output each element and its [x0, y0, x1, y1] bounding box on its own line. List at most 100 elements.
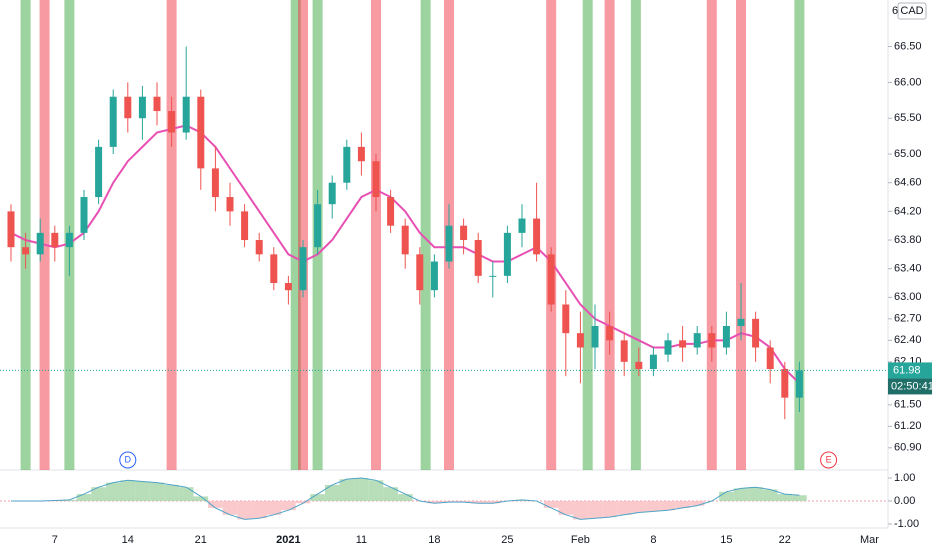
osc-bar	[135, 481, 150, 501]
y-tick-label: 62.70	[894, 313, 922, 325]
y-tick-label: 63.00	[894, 291, 922, 303]
candle-body	[299, 247, 307, 291]
candle-body	[562, 304, 570, 334]
candle-body	[36, 232, 44, 255]
osc-bar	[602, 501, 617, 518]
osc-bar	[281, 501, 296, 511]
candle-body	[430, 261, 438, 291]
osc-bar	[456, 501, 471, 503]
osc-bar	[120, 480, 136, 501]
countdown: 02:50:41	[891, 380, 932, 392]
x-tick-label: 22	[779, 534, 791, 546]
countdown-tag	[888, 378, 932, 395]
sell-band	[736, 0, 746, 470]
x-tick-label: Feb	[571, 534, 590, 546]
osc-bar	[558, 501, 574, 515]
osc-bar	[441, 501, 457, 503]
candle-body	[387, 197, 395, 226]
osc-tick-label: 1.00	[894, 472, 915, 484]
candle-body	[795, 370, 803, 398]
x-tick-label: 15	[720, 534, 732, 546]
candle-body	[503, 232, 511, 276]
last-price-tag	[888, 362, 932, 379]
osc-bar	[427, 501, 442, 504]
buy-band	[630, 0, 641, 470]
candle-body	[737, 318, 745, 327]
candle-body	[7, 211, 15, 248]
x-tick-label: 14	[122, 534, 134, 546]
osc-bar	[310, 494, 325, 501]
osc-bar	[777, 494, 793, 501]
candle-body	[284, 283, 292, 291]
candle-body	[255, 240, 263, 255]
osc-bar	[543, 501, 559, 508]
candle-body	[591, 326, 599, 348]
candle-body	[445, 225, 453, 262]
osc-bar	[222, 501, 238, 515]
osc-bar	[631, 501, 647, 513]
candle-body	[357, 146, 365, 162]
candle-body	[518, 218, 526, 233]
last-price: 61.98	[893, 364, 921, 376]
candle-body	[649, 354, 657, 369]
y-tick-label: 65.00	[894, 148, 922, 160]
sell-band	[166, 0, 177, 470]
osc-bar	[675, 501, 690, 508]
osc-bar	[689, 501, 705, 506]
candle-body	[197, 96, 205, 169]
candle-body	[270, 254, 278, 284]
osc-bar	[383, 487, 398, 501]
candle-body	[153, 96, 161, 112]
osc-bar	[646, 501, 661, 512]
event-label: D	[125, 454, 132, 464]
currency[interactable]: CAD	[900, 5, 923, 17]
candle-body	[65, 232, 73, 248]
candle-body	[168, 111, 176, 133]
currency-box[interactable]	[897, 2, 927, 20]
sell-band	[298, 0, 308, 470]
candle-body	[241, 211, 249, 241]
y-tick-label: 66.00	[894, 76, 922, 88]
osc-bar	[616, 501, 632, 515]
osc-bar	[339, 479, 355, 501]
candle-body	[51, 232, 59, 248]
osc-bar	[164, 484, 179, 501]
candle-body	[416, 254, 424, 291]
candle-body	[547, 254, 555, 305]
osc-bar	[266, 501, 282, 515]
x-tick-label: Mar	[860, 534, 879, 546]
candle-body	[489, 275, 497, 277]
osc-bar	[368, 480, 384, 501]
candle-body	[372, 161, 380, 198]
candle-body	[533, 218, 541, 255]
osc-bar	[485, 501, 501, 504]
x-tick-label: 21	[195, 534, 207, 546]
y-tick-label: 62.40	[894, 334, 922, 346]
event-label: E	[826, 454, 832, 464]
y-tick-label: 64.60	[894, 177, 922, 189]
candle-body	[722, 326, 730, 348]
candle-body	[664, 340, 672, 355]
osc-bar	[660, 501, 676, 511]
candle-body	[752, 318, 760, 348]
candle-body	[766, 347, 774, 369]
candle-body	[620, 340, 628, 362]
candle-body	[109, 96, 117, 147]
osc-bar	[792, 495, 807, 501]
osc-bar	[295, 501, 311, 504]
osc-bar	[397, 494, 413, 501]
candle-body	[781, 368, 789, 398]
candle-body	[635, 361, 643, 369]
y-tick-label: 61.50	[894, 399, 922, 411]
osc-bar	[62, 499, 77, 501]
osc-bar	[149, 482, 165, 501]
candle-body	[708, 333, 716, 348]
candle-body	[328, 182, 336, 205]
candle-body	[679, 340, 687, 348]
sell-band	[604, 0, 615, 470]
buy-band	[290, 0, 301, 470]
osc-line	[11, 477, 800, 520]
candle-body	[80, 197, 88, 233]
